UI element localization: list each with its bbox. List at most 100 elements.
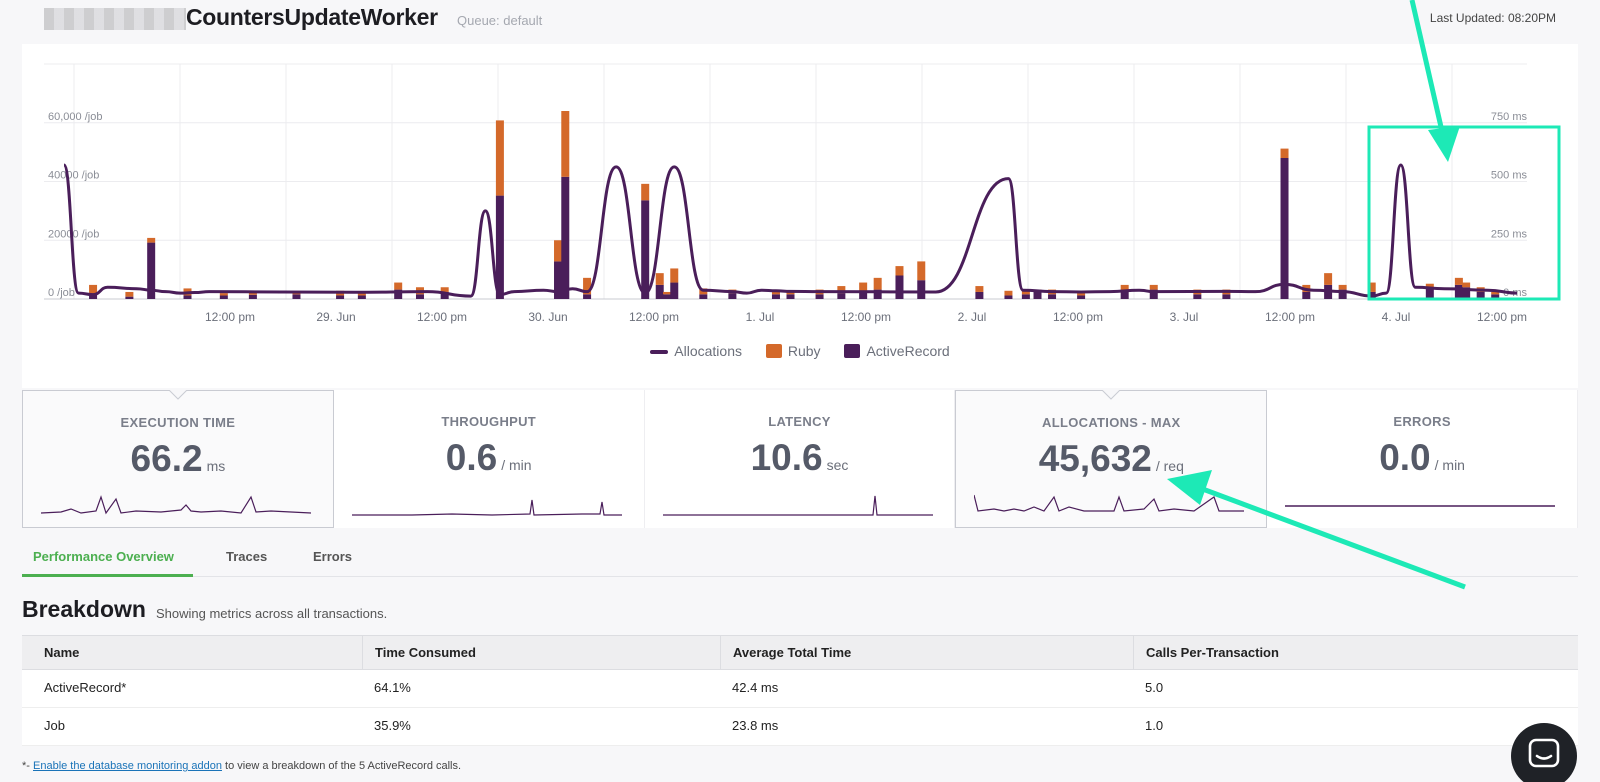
bar-ruby: [1367, 282, 1376, 292]
sparkline: [662, 495, 933, 516]
tab-bar: Performance Overview Traces Errors: [22, 543, 1578, 577]
card-latency[interactable]: LATENCY 10.6 sec: [644, 390, 956, 528]
card-notch-icon: [1102, 390, 1121, 400]
bar-ruby: [975, 286, 984, 292]
y-axis-right-tick-label: 750 ms: [1491, 111, 1528, 123]
column-header-time-consumed[interactable]: Time Consumed: [362, 636, 720, 669]
legend-box-icon: [765, 344, 782, 358]
cell-name: ActiveRecord*: [44, 680, 127, 695]
legend-label: Ruby: [787, 343, 821, 359]
x-axis-tick-label: 4. Jul: [1382, 310, 1411, 324]
bar-activerecord: [873, 289, 882, 299]
bar-activerecord: [655, 284, 664, 299]
bar-ruby: [147, 237, 156, 243]
bar-activerecord: [815, 294, 824, 299]
column-header-average-total-time[interactable]: Average Total Time: [720, 636, 1133, 669]
bar-activerecord: [1222, 294, 1231, 299]
bar-activerecord: [89, 294, 98, 299]
chart-svg[interactable]: 60,000 /job 40000 /job 20000 /job 0 /job 750…: [22, 44, 1578, 344]
chat-launcher-button[interactable]: [1511, 723, 1577, 782]
breakdown-title: Breakdown: [22, 596, 146, 622]
y-axis-right-tick-label: 250 ms: [1491, 228, 1528, 240]
tab-performance-overview[interactable]: Performance Overview: [33, 549, 174, 564]
y-axis-left-tick-label: 40000 /job: [48, 170, 99, 182]
queue-label: Queue: default: [457, 13, 543, 28]
bar-ruby: [1280, 148, 1289, 158]
bar-ruby: [1077, 293, 1086, 296]
legend-ruby[interactable]: Ruby: [765, 343, 821, 359]
bar-activerecord: [415, 294, 424, 299]
x-axis-tick-label: 29. Jun: [316, 310, 355, 324]
sparkline: [351, 499, 622, 516]
column-header-name[interactable]: Name: [44, 645, 80, 660]
bar-activerecord: [336, 295, 345, 299]
x-axis-tick-label: 12:00 pm: [1477, 310, 1527, 324]
bar-activerecord: [895, 275, 904, 299]
bar-ruby: [89, 284, 98, 295]
x-axis-tick-label: 12:00 pm: [841, 310, 891, 324]
bar-ruby: [641, 183, 650, 201]
bar-ruby: [440, 287, 449, 292]
bar-activerecord: [219, 295, 228, 299]
chat-icon: [1528, 738, 1560, 768]
bar-activerecord: [1454, 284, 1463, 299]
bar-ruby: [655, 273, 664, 285]
y-axis-left-tick-label: 20000 /job: [48, 228, 99, 240]
bar-activerecord: [771, 294, 780, 299]
bar-ruby: [219, 293, 228, 296]
enable-db-monitoring-link[interactable]: Enable the database monitoring addon: [33, 760, 222, 772]
page-header: CountersUpdateWorker Queue: default Last…: [0, 0, 1600, 44]
legend-allocations[interactable]: Allocations: [650, 343, 742, 359]
cell-average-total-time: 42.4 ms: [732, 680, 779, 695]
bar-activerecord: [1021, 294, 1030, 299]
legend-label: ActiveRecord: [866, 343, 950, 359]
y-axis-left-tick-label: 60,000 /job: [48, 111, 102, 123]
table-header: Name Time Consumed Average Total Time Ca…: [22, 635, 1578, 670]
bar-activerecord: [495, 195, 504, 299]
bar-ruby: [1021, 289, 1030, 295]
footnote: *- Enable the database monitoring addon …: [22, 760, 461, 772]
table-row[interactable]: ActiveRecord* 64.1% 42.4 ms 5.0: [22, 670, 1578, 708]
last-updated: Last Updated: 08:20PM: [1429, 11, 1556, 25]
card-throughput[interactable]: THROUGHPUT 0.6/ min: [333, 390, 645, 528]
card-label: ERRORS: [1393, 414, 1451, 429]
card-execution-time[interactable]: EXECUTION TIME 66.2 ms: [22, 390, 334, 528]
x-axis-tick-label: 30. Jun: [528, 310, 567, 324]
bar-activerecord: [1120, 291, 1129, 299]
bar-ruby: [125, 291, 134, 297]
card-errors[interactable]: ERRORS 0.0/ min: [1267, 390, 1578, 528]
y-axis-right-tick-label: 500 ms: [1491, 170, 1528, 182]
tab-traces[interactable]: Traces: [226, 549, 268, 564]
legend-box-icon: [844, 344, 861, 358]
bar-activerecord: [1491, 294, 1500, 299]
breakdown-subtitle: Showing metrics across all transactions.: [156, 606, 388, 621]
bar-activerecord: [357, 295, 366, 299]
bar-activerecord: [394, 289, 403, 299]
bar-ruby: [1149, 284, 1158, 290]
bar-ruby: [1004, 290, 1013, 296]
bar-activerecord: [641, 200, 650, 299]
redacted-app-name: [44, 8, 186, 30]
tab-errors[interactable]: Errors: [313, 549, 353, 564]
legend-line-icon: [650, 350, 669, 355]
card-number: 0.6: [445, 437, 498, 478]
legend-activerecord[interactable]: ActiveRecord: [844, 343, 950, 359]
bar-activerecord: [1149, 289, 1158, 299]
bar-activerecord: [699, 294, 708, 299]
card-number: 45,632: [1038, 438, 1152, 479]
bar-activerecord: [1280, 158, 1289, 299]
bar-activerecord: [670, 282, 679, 299]
bar-ruby: [554, 240, 563, 262]
x-axis-tick-label: 1. Jul: [746, 310, 775, 324]
table-row[interactable]: Job 35.9% 23.8 ms 1.0: [22, 708, 1578, 746]
column-header-calls-per-transaction[interactable]: Calls Per-Transaction: [1133, 636, 1578, 669]
cell-name: Job: [44, 718, 65, 733]
bar-activerecord: [728, 293, 737, 299]
card-allocations-max[interactable]: ALLOCATIONS - MAX 45,632/ req: [955, 390, 1268, 528]
cell-time-consumed: 64.1%: [374, 680, 411, 695]
card-notch-icon: [168, 390, 187, 400]
x-axis-tick-label: 12:00 pm: [417, 310, 467, 324]
card-number: 66.2: [130, 438, 203, 479]
bar-activerecord: [248, 294, 257, 299]
bar-activerecord: [147, 242, 156, 299]
